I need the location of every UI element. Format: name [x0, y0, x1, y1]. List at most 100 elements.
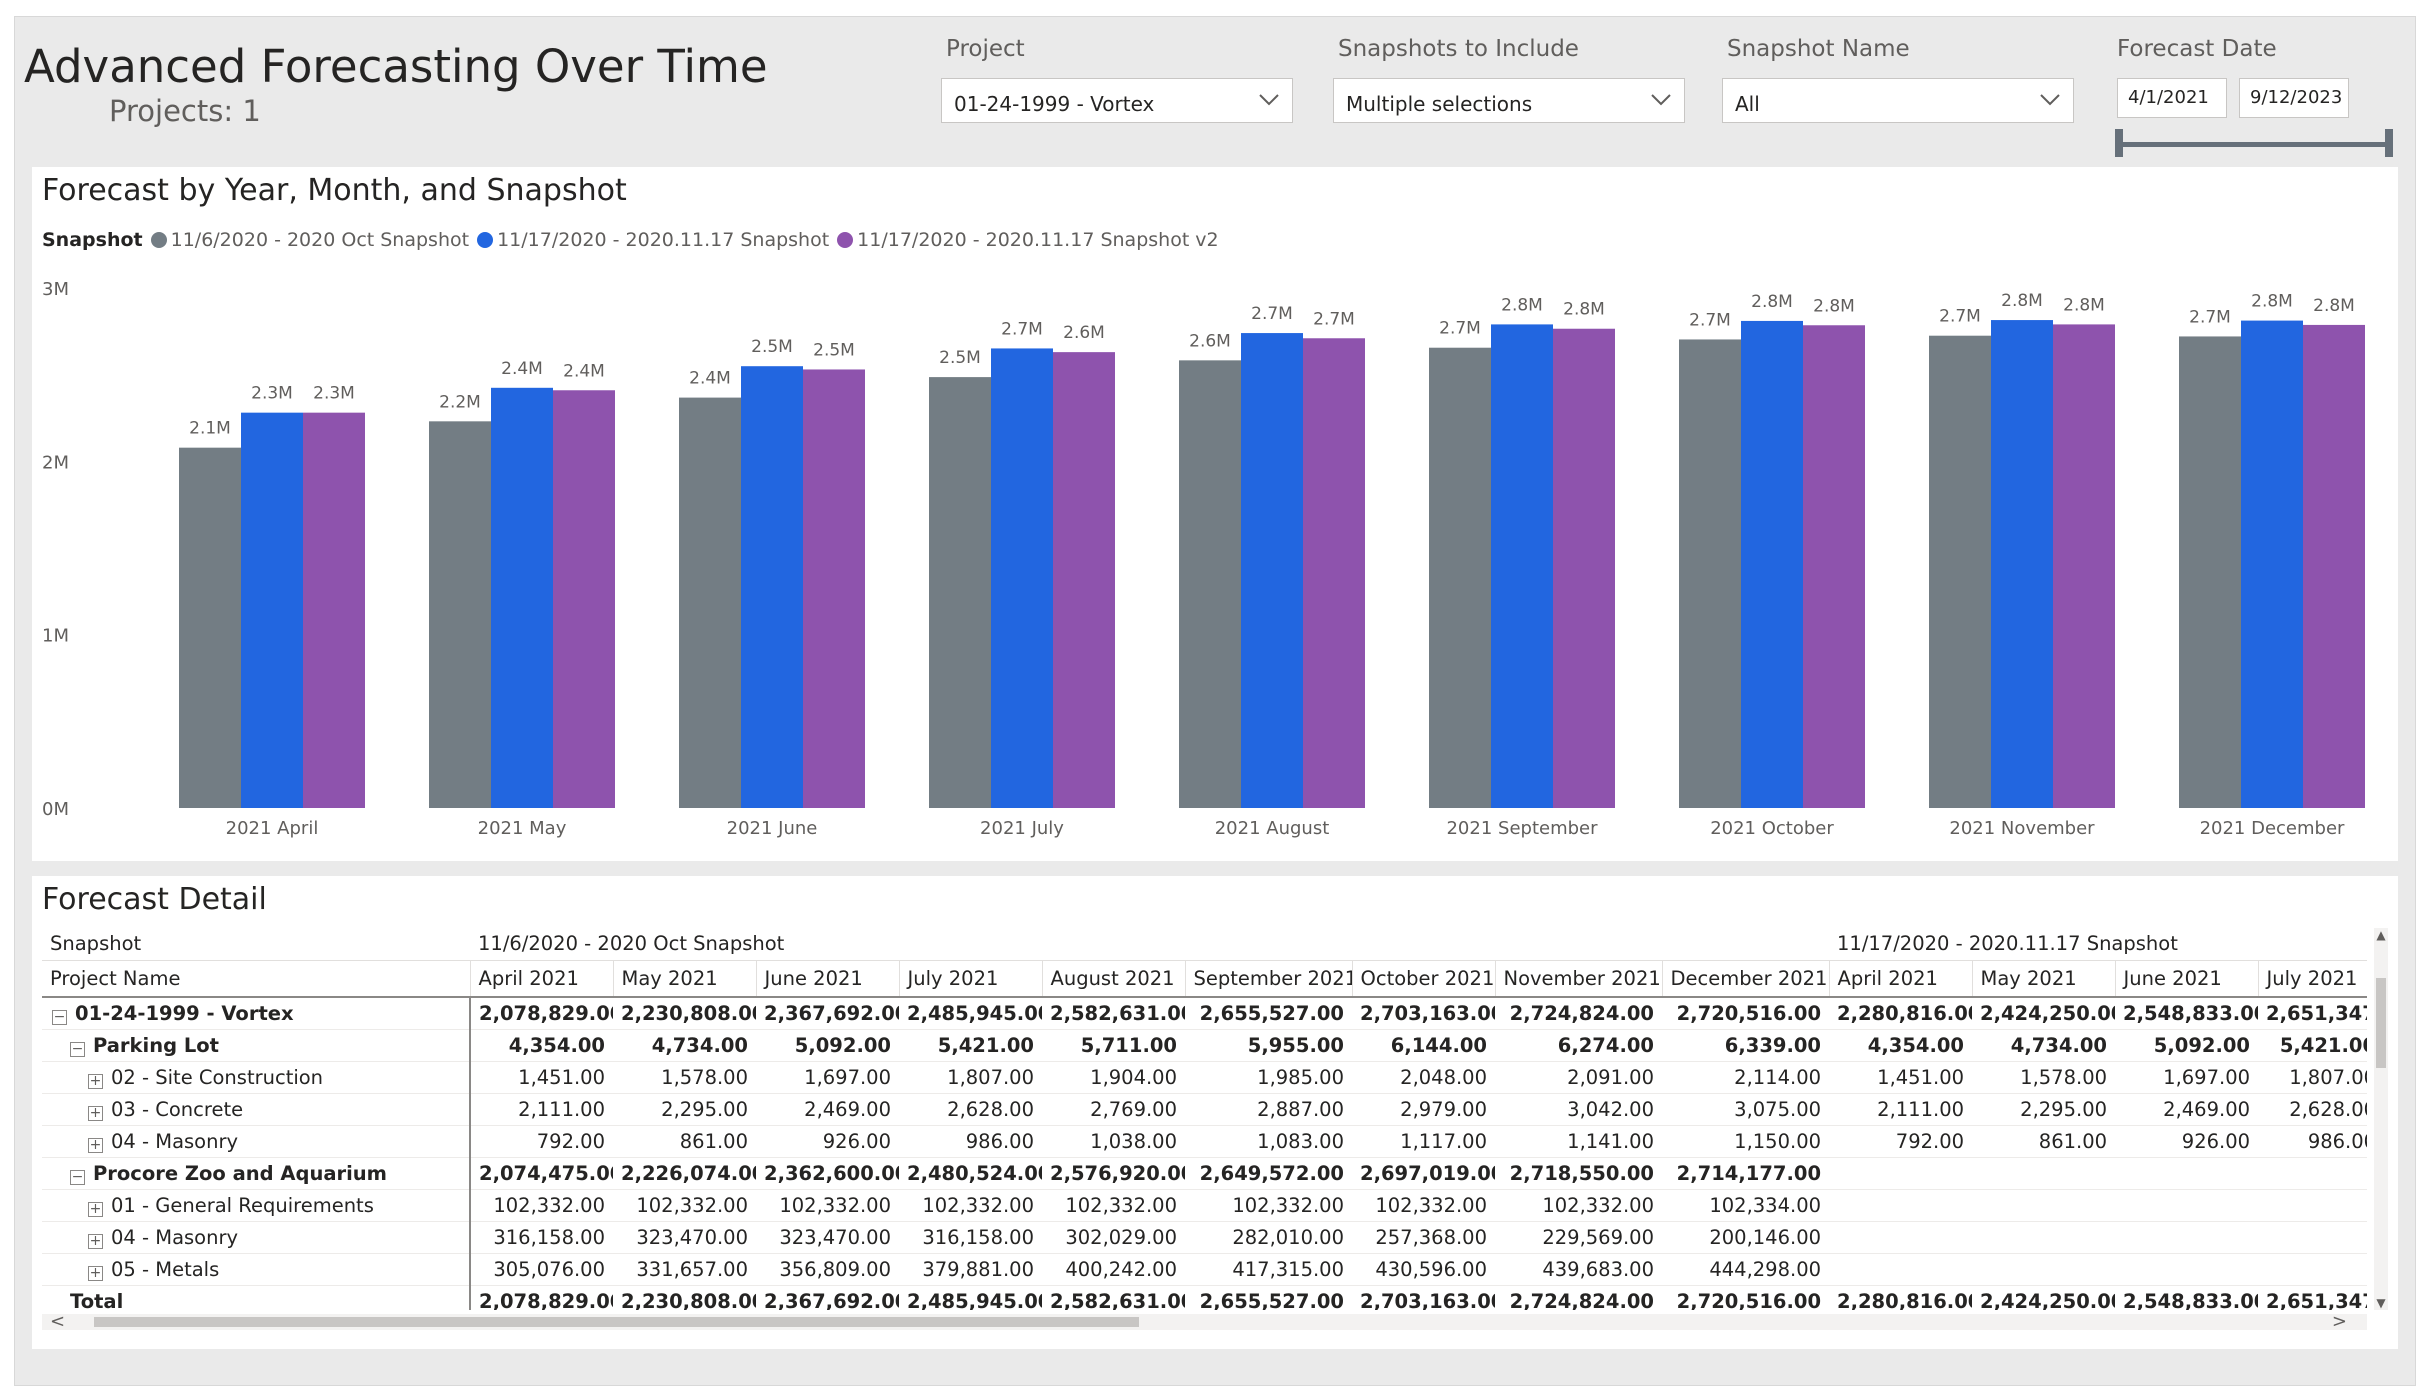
scroll-up-icon[interactable]: ▲: [2376, 928, 2386, 942]
expand-icon[interactable]: +: [88, 1136, 103, 1153]
value-cell: 2,111.00: [1829, 1093, 1973, 1126]
collapse-icon[interactable]: −: [52, 1008, 67, 1025]
data-label: 2.7M: [1439, 319, 1481, 339]
matrix-table: Snapshot 11/6/2020 - 2020 Oct Snapshot 11/…: [42, 928, 2367, 1310]
snapshot-name-slicer-label: Snapshot Name: [1727, 36, 1910, 62]
value-cell: 3,042.00: [1495, 1093, 1662, 1126]
value-cell: 1,697.00: [756, 1061, 899, 1094]
value-cell: 102,332.00: [1352, 1189, 1495, 1222]
x-tick-label: 2021 May: [478, 818, 567, 839]
legend-item-series-3[interactable]: 11/17/2020 - 2020.11.17 Snapshot v2: [837, 229, 1219, 251]
vertical-scrollbar[interactable]: ▲ ▼: [2374, 928, 2388, 1310]
date-range-slider-start-handle[interactable]: [2115, 129, 2123, 157]
project-slicer-label: Project: [946, 36, 1025, 62]
month-column-header[interactable]: November 2021: [1494, 959, 1662, 997]
chart-legend: Snapshot 11/6/2020 - 2020 Oct Snapshot 1…: [42, 229, 1227, 251]
month-column-header[interactable]: June 2021: [755, 959, 899, 997]
bar-1: [429, 421, 491, 808]
month-column-header[interactable]: October 2021: [1351, 959, 1495, 997]
value-cell: 5,711.00: [1042, 1029, 1185, 1062]
month-column-header[interactable]: April 2021: [1828, 959, 1973, 997]
row-label: 05 - Metals: [111, 1257, 220, 1281]
value-cell: 323,470.00: [756, 1221, 899, 1254]
value-cell: 316,158.00: [470, 1221, 613, 1254]
bar-1: [1929, 335, 1991, 808]
value-cell: 2,091.00: [1495, 1061, 1662, 1094]
legend-item-series-2[interactable]: 11/17/2020 - 2020.11.17 Snapshot: [477, 229, 829, 251]
row-header: +02 - Site Construction: [42, 1061, 471, 1094]
total-value-cell: 2,485,945.00: [899, 1284, 1042, 1310]
row-header: −01-24-1999 - Vortex: [42, 996, 471, 1030]
month-column-header[interactable]: April 2021: [469, 959, 613, 997]
expand-icon[interactable]: +: [88, 1264, 103, 1281]
legend-swatch: [837, 232, 854, 248]
value-cell: 379,881.00: [899, 1253, 1042, 1286]
expand-icon[interactable]: +: [88, 1232, 103, 1249]
snapshot-name-dropdown[interactable]: All: [1722, 78, 2074, 123]
forecast-end-date-input[interactable]: 9/12/2023: [2239, 78, 2349, 118]
month-column-header[interactable]: September 2021: [1184, 959, 1352, 997]
horizontal-scrollbar[interactable]: < >: [42, 1311, 2367, 1332]
value-cell: 2,714,177.00: [1662, 1157, 1830, 1190]
forecast-start-date-input[interactable]: 4/1/2021: [2117, 78, 2227, 118]
month-column-header[interactable]: May 2021: [1971, 959, 2116, 997]
value-cell: 1,578.00: [613, 1061, 756, 1094]
row-label: 01 - General Requirements: [111, 1193, 374, 1217]
value-cell: 2,424,250.00: [1972, 996, 2116, 1030]
collapse-icon[interactable]: −: [70, 1168, 85, 1185]
data-label: 2.3M: [251, 384, 293, 404]
scroll-down-icon[interactable]: ▼: [2376, 1296, 2386, 1310]
value-cell: 257,368.00: [1352, 1221, 1495, 1254]
y-tick-label: 0M: [42, 799, 69, 820]
value-cell: 444,298.00: [1662, 1253, 1830, 1286]
value-cell: 305,076.00: [470, 1253, 613, 1286]
value-cell: 2,887.00: [1185, 1093, 1352, 1126]
bar-1: [679, 397, 741, 808]
legend-item-series-1[interactable]: 11/6/2020 - 2020 Oct Snapshot: [150, 229, 469, 251]
month-header-row: Project Name April 2021 May 2021 June 2021 J…: [42, 959, 2367, 997]
total-value-cell: 2,655,527.00: [1185, 1284, 1352, 1310]
project-dropdown[interactable]: 01-24-1999 - Vortex: [941, 78, 1293, 123]
snapshots-dropdown[interactable]: Multiple selections: [1333, 78, 1685, 123]
month-column-header[interactable]: June 2021: [2114, 959, 2259, 997]
value-cell: 986.00: [2258, 1125, 2367, 1158]
value-cell: 2,362,600.00: [756, 1157, 899, 1190]
value-cell: 1,117.00: [1352, 1125, 1495, 1158]
bar-3: [2053, 324, 2115, 808]
expand-icon[interactable]: +: [88, 1104, 103, 1121]
value-cell: 792.00: [1829, 1125, 1973, 1158]
expand-icon[interactable]: +: [88, 1072, 103, 1089]
date-range-slider-track[interactable]: [2117, 142, 2391, 147]
table-row: −01-24-1999 - Vortex 2,078,829.00 2,230,80…: [42, 996, 2367, 1030]
scroll-left-icon[interactable]: <: [50, 1311, 66, 1332]
chevron-down-icon: [1259, 94, 1279, 106]
expand-icon[interactable]: +: [88, 1200, 103, 1217]
value-cell: 302,029.00: [1042, 1221, 1185, 1254]
value-cell: [2258, 1157, 2367, 1190]
legend-label: 11/17/2020 - 2020.11.17 Snapshot v2: [857, 229, 1219, 251]
value-cell: [1829, 1253, 1973, 1286]
legend-swatch: [477, 232, 494, 248]
row-label: 04 - Masonry: [111, 1129, 239, 1153]
value-cell: 5,092.00: [756, 1029, 899, 1062]
value-cell: 356,809.00: [756, 1253, 899, 1286]
value-cell: 4,734.00: [1972, 1029, 2116, 1062]
month-column-header[interactable]: August 2021: [1041, 959, 1185, 997]
month-column-header[interactable]: December 2021: [1661, 959, 1830, 997]
row-header: +01 - General Requirements: [42, 1189, 471, 1222]
value-cell: 2,582,631.00: [1042, 996, 1185, 1030]
snapshots-dropdown-value: Multiple selections: [1346, 92, 1533, 116]
month-column-header[interactable]: May 2021: [612, 959, 756, 997]
scroll-right-icon[interactable]: >: [2331, 1311, 2347, 1332]
collapse-icon[interactable]: −: [70, 1040, 85, 1057]
value-cell: 2,628.00: [2258, 1093, 2367, 1126]
vertical-scroll-thumb[interactable]: [2376, 978, 2386, 1068]
date-range-slider-end-handle[interactable]: [2385, 129, 2393, 157]
table-row: +01 - General Requirements 102,332.00 102,…: [42, 1189, 2367, 1222]
month-column-header[interactable]: July 2021: [898, 959, 1042, 997]
project-name-header: Project Name: [42, 959, 470, 997]
value-cell: 2,295.00: [1972, 1093, 2116, 1126]
row-label: 01-24-1999 - Vortex: [75, 1001, 294, 1025]
horizontal-scroll-thumb[interactable]: [94, 1317, 1139, 1327]
month-column-header[interactable]: July 2021: [2257, 959, 2367, 997]
